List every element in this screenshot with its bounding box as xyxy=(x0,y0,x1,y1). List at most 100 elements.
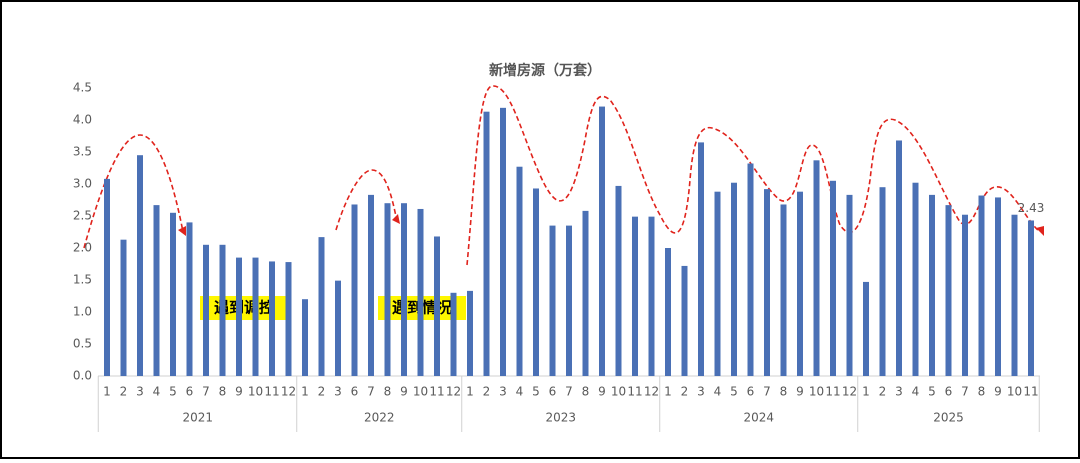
bar xyxy=(813,160,820,376)
bar xyxy=(879,187,886,376)
bar xyxy=(516,166,523,376)
trend-curve xyxy=(83,134,184,249)
bar xyxy=(401,203,407,376)
x-tick-label: 12 xyxy=(644,385,659,399)
bar xyxy=(318,237,325,376)
bar xyxy=(962,214,968,376)
bar xyxy=(1028,220,1034,376)
x-tick-label: 12 xyxy=(281,385,296,399)
x-tick-label: 4 xyxy=(516,385,524,399)
x-tick-label: 7 xyxy=(961,385,969,399)
bar xyxy=(665,248,671,376)
x-tick-label: 9 xyxy=(235,385,243,399)
y-tick-label: 3.0 xyxy=(73,177,92,191)
bar xyxy=(648,216,655,376)
bar xyxy=(797,191,803,376)
y-tick-label: 1.0 xyxy=(73,305,92,319)
y-tick-label: 0.5 xyxy=(73,337,92,351)
x-tick-label: 2 xyxy=(318,385,326,399)
x-tick-label: 4 xyxy=(714,385,722,399)
bar xyxy=(533,188,539,376)
group-label: 2023 xyxy=(545,411,576,425)
y-tick-label: 0.0 xyxy=(73,369,92,383)
x-tick-label: 8 xyxy=(780,385,788,399)
x-tick-label: 2 xyxy=(879,385,887,399)
x-tick-label: 10 xyxy=(1007,385,1022,399)
x-tick-label: 10 xyxy=(248,385,263,399)
bar xyxy=(285,262,292,376)
bar xyxy=(120,239,127,376)
x-tick-label: 12 xyxy=(842,385,857,399)
x-tick-label: 6 xyxy=(549,385,557,399)
bar xyxy=(731,182,737,376)
bar xyxy=(764,189,770,376)
bar xyxy=(582,210,589,376)
group-label: 2021 xyxy=(182,411,213,425)
x-tick-label: 5 xyxy=(928,385,936,399)
x-tick-label: 5 xyxy=(730,385,738,399)
x-tick-label: 4 xyxy=(912,385,920,399)
y-tick-label: 4.5 xyxy=(73,81,92,95)
x-tick-label: 9 xyxy=(994,385,1002,399)
x-tick-label: 10 xyxy=(809,385,824,399)
x-tick-label: 12 xyxy=(446,385,461,399)
bar xyxy=(219,244,226,376)
x-tick-label: 3 xyxy=(499,385,507,399)
bar xyxy=(714,191,721,376)
bar xyxy=(830,180,836,376)
bar xyxy=(384,203,391,376)
x-tick-label: 10 xyxy=(611,385,626,399)
y-tick-label: 2.0 xyxy=(73,241,92,255)
y-tick-label: 4.0 xyxy=(73,113,92,127)
y-tick-label: 3.5 xyxy=(73,145,92,159)
data-label: 2.43 xyxy=(1018,201,1045,215)
bar xyxy=(978,195,985,376)
x-tick-label: 5 xyxy=(532,385,540,399)
bar xyxy=(566,225,572,376)
bar xyxy=(846,194,853,376)
trend-curve xyxy=(466,85,1041,266)
bar xyxy=(137,155,143,376)
x-tick-label: 9 xyxy=(400,385,408,399)
x-tick-label: 5 xyxy=(169,385,177,399)
trend-curve xyxy=(335,169,398,231)
bar xyxy=(896,140,902,376)
bar xyxy=(995,197,1001,376)
bar xyxy=(467,290,473,376)
y-tick-label: 2.5 xyxy=(73,209,92,223)
bar xyxy=(434,236,440,376)
x-tick-label: 8 xyxy=(384,385,392,399)
x-tick-label: 1 xyxy=(103,385,111,399)
trend-curves xyxy=(83,85,1044,266)
bar xyxy=(929,194,935,376)
bar xyxy=(269,261,275,376)
bar xyxy=(351,204,358,376)
x-tick-label: 1 xyxy=(664,385,672,399)
x-tick-label: 6 xyxy=(351,385,359,399)
bar xyxy=(681,265,688,376)
bar xyxy=(170,212,176,376)
bar xyxy=(302,299,308,376)
x-tick-label: 6 xyxy=(747,385,755,399)
bar xyxy=(747,163,754,376)
bar xyxy=(632,216,638,376)
x-tick-label: 1 xyxy=(862,385,870,399)
bar xyxy=(698,142,704,376)
bar xyxy=(945,205,952,376)
bar xyxy=(599,106,605,376)
x-tick-label: 2 xyxy=(120,385,128,399)
x-tick-label: 8 xyxy=(582,385,590,399)
y-tick-label: 1.5 xyxy=(73,273,92,287)
x-tick-label: 2 xyxy=(483,385,491,399)
bar xyxy=(335,280,341,376)
x-tick-label: 9 xyxy=(598,385,606,399)
x-tick-label: 7 xyxy=(565,385,573,399)
bar xyxy=(252,257,259,376)
annotation: 遇到调控 xyxy=(214,299,274,317)
x-tick-label: 1 xyxy=(301,385,309,399)
bar xyxy=(203,244,209,376)
bar xyxy=(549,225,556,376)
arrow-head xyxy=(178,214,1044,236)
